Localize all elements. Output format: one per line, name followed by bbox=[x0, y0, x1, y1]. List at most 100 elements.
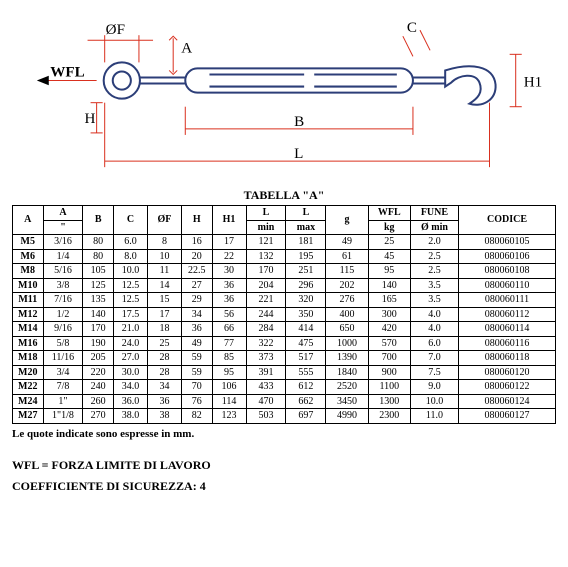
cell-WFL: 1100 bbox=[368, 380, 410, 395]
cell-Lmax: 195 bbox=[286, 249, 326, 264]
cell-COD: 080060112 bbox=[459, 307, 556, 322]
cell-Ain: 3/16 bbox=[43, 235, 83, 250]
cell-Lmin: 391 bbox=[246, 365, 286, 380]
cell-g: 1000 bbox=[326, 336, 368, 351]
note-coeff: COEFFICIENTE DI SICUREZZA: 4 bbox=[12, 479, 556, 494]
cell-COD: 080060118 bbox=[459, 351, 556, 366]
th-b: B bbox=[83, 206, 114, 235]
table-caption: TABELLA "A" bbox=[12, 188, 556, 203]
cell-Lmin: 244 bbox=[246, 307, 286, 322]
cell-H1: 114 bbox=[212, 394, 246, 409]
th-codice: CODICE bbox=[459, 206, 556, 235]
cell-OF: 11 bbox=[147, 264, 181, 279]
cell-H: 34 bbox=[182, 307, 213, 322]
cell-H: 29 bbox=[182, 293, 213, 308]
cell-WFL: 900 bbox=[368, 365, 410, 380]
cell-B: 270 bbox=[83, 409, 114, 424]
th-wfl-bot: kg bbox=[368, 220, 410, 235]
cell-C: 12.5 bbox=[113, 278, 147, 293]
cell-Ain: 7/16 bbox=[43, 293, 83, 308]
cell-Lmin: 322 bbox=[246, 336, 286, 351]
th-ain-top: A bbox=[43, 206, 83, 221]
table-row: M53/16806.08161712118149252.0080060105 bbox=[13, 235, 556, 250]
cell-C: 34.0 bbox=[113, 380, 147, 395]
cell-OF: 38 bbox=[147, 409, 181, 424]
cell-Ain: 5/16 bbox=[43, 264, 83, 279]
cell-C: 12.5 bbox=[113, 293, 147, 308]
cell-g: 650 bbox=[326, 322, 368, 337]
cell-Lmax: 181 bbox=[286, 235, 326, 250]
cell-Lmin: 121 bbox=[246, 235, 286, 250]
cell-Ain: 9/16 bbox=[43, 322, 83, 337]
cell-COD: 080060114 bbox=[459, 322, 556, 337]
cell-H1: 95 bbox=[212, 365, 246, 380]
table-row: M85/1610510.01122.530170251115952.508006… bbox=[13, 264, 556, 279]
cell-H1: 56 bbox=[212, 307, 246, 322]
cell-WFL: 300 bbox=[368, 307, 410, 322]
cell-COD: 080060111 bbox=[459, 293, 556, 308]
cell-B: 80 bbox=[83, 249, 114, 264]
cell-COD: 080060124 bbox=[459, 394, 556, 409]
th-h: H bbox=[182, 206, 213, 235]
cell-g: 115 bbox=[326, 264, 368, 279]
cell-g: 400 bbox=[326, 307, 368, 322]
cell-Ain: 11/16 bbox=[43, 351, 83, 366]
cell-Lmax: 414 bbox=[286, 322, 326, 337]
cell-FUNE: 3.5 bbox=[410, 293, 458, 308]
cell-COD: 080060105 bbox=[459, 235, 556, 250]
cell-H: 82 bbox=[182, 409, 213, 424]
cell-Lmax: 350 bbox=[286, 307, 326, 322]
cell-WFL: 1300 bbox=[368, 394, 410, 409]
cell-FUNE: 10.0 bbox=[410, 394, 458, 409]
cell-C: 8.0 bbox=[113, 249, 147, 264]
table-row: M103/812512.51427362042962021403.5080060… bbox=[13, 278, 556, 293]
cell-OF: 36 bbox=[147, 394, 181, 409]
cell-H1: 17 bbox=[212, 235, 246, 250]
cell-Ain: 5/8 bbox=[43, 336, 83, 351]
cell-OF: 28 bbox=[147, 351, 181, 366]
cell-H: 22.5 bbox=[182, 264, 213, 279]
cell-A: M10 bbox=[13, 278, 44, 293]
cell-g: 49 bbox=[326, 235, 368, 250]
cell-Lmin: 503 bbox=[246, 409, 286, 424]
cell-COD: 080060106 bbox=[459, 249, 556, 264]
cell-Lmin: 284 bbox=[246, 322, 286, 337]
cell-Ain: 1" bbox=[43, 394, 83, 409]
cell-Lmin: 132 bbox=[246, 249, 286, 264]
cell-B: 205 bbox=[83, 351, 114, 366]
cell-g: 61 bbox=[326, 249, 368, 264]
cell-H: 49 bbox=[182, 336, 213, 351]
cell-C: 36.0 bbox=[113, 394, 147, 409]
cell-H: 59 bbox=[182, 351, 213, 366]
cell-H: 20 bbox=[182, 249, 213, 264]
cell-Lmax: 517 bbox=[286, 351, 326, 366]
label-wfl: WFL bbox=[50, 64, 84, 80]
cell-WFL: 25 bbox=[368, 235, 410, 250]
turnbuckle-diagram: WFL ØF A C H H1 B L bbox=[12, 10, 556, 176]
th-fune-top: FUNE bbox=[410, 206, 458, 221]
cell-OF: 17 bbox=[147, 307, 181, 322]
cell-A: M18 bbox=[13, 351, 44, 366]
cell-B: 135 bbox=[83, 293, 114, 308]
cell-Lmax: 662 bbox=[286, 394, 326, 409]
cell-WFL: 700 bbox=[368, 351, 410, 366]
cell-FUNE: 2.0 bbox=[410, 235, 458, 250]
cell-C: 38.0 bbox=[113, 409, 147, 424]
cell-WFL: 570 bbox=[368, 336, 410, 351]
label-c: C bbox=[407, 20, 417, 36]
cell-B: 190 bbox=[83, 336, 114, 351]
cell-H: 59 bbox=[182, 365, 213, 380]
cell-WFL: 165 bbox=[368, 293, 410, 308]
th-wfl-top: WFL bbox=[368, 206, 410, 221]
cell-B: 105 bbox=[83, 264, 114, 279]
th-lmin-bot: min bbox=[246, 220, 286, 235]
spec-table: A A B C ØF H H1 L L g WFL FUNE CODICE " … bbox=[12, 205, 556, 424]
cell-FUNE: 4.0 bbox=[410, 322, 458, 337]
cell-FUNE: 4.0 bbox=[410, 307, 458, 322]
cell-OF: 15 bbox=[147, 293, 181, 308]
cell-WFL: 2300 bbox=[368, 409, 410, 424]
cell-B: 260 bbox=[83, 394, 114, 409]
cell-Lmax: 296 bbox=[286, 278, 326, 293]
cell-OF: 8 bbox=[147, 235, 181, 250]
th-g: g bbox=[326, 206, 368, 235]
